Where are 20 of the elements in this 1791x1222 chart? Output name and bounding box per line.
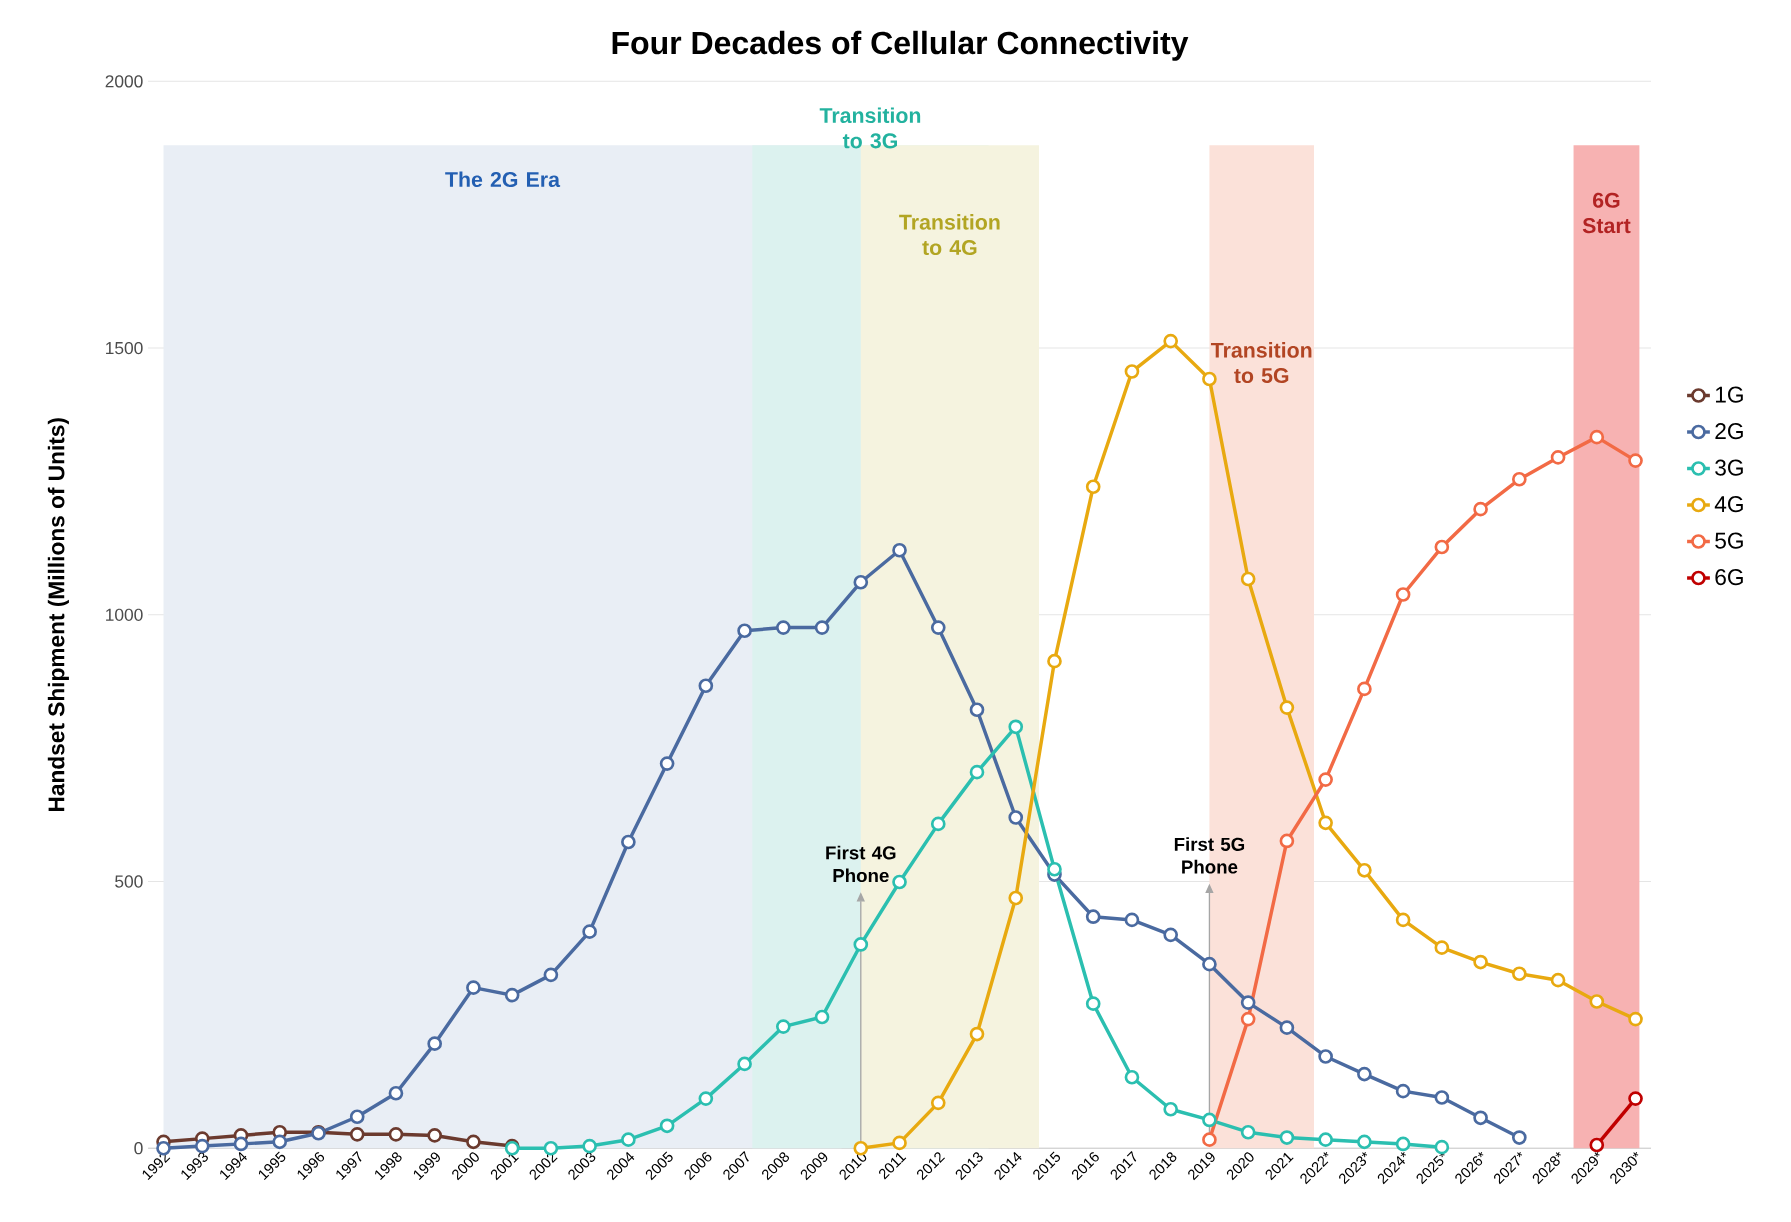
band-label: Transition to 5G	[1210, 342, 1312, 384]
chart-title: Four Decades of Cellular Connectivity	[612, 31, 1189, 61]
y-tick-label: 1000	[106, 608, 143, 622]
band-label: Transition to 4G	[899, 214, 1000, 256]
annotation: First 5G Phone	[1174, 837, 1245, 874]
y-axis-title: Handset Shipment (Millions of Units)	[47, 418, 69, 812]
legend-label: 2G	[1715, 423, 1743, 440]
band-label: The 2G Era	[445, 171, 561, 188]
annotation: First 4G Phone	[826, 845, 896, 883]
y-tick-label: 0	[134, 1142, 143, 1155]
band-label: 6G Start	[1582, 192, 1631, 234]
legend-label: 5G	[1715, 532, 1743, 549]
y-tick-label: 1500	[106, 342, 143, 355]
y-tick-label: 2000	[105, 75, 143, 88]
y-tick-label: 500	[115, 875, 143, 888]
legend-label: 6G	[1715, 569, 1743, 586]
legend-label: 3G	[1715, 459, 1743, 476]
legend-label: 1G	[1716, 386, 1743, 403]
legend-label: 4G	[1714, 496, 1743, 513]
band-label: Transition to 3G	[819, 107, 921, 149]
